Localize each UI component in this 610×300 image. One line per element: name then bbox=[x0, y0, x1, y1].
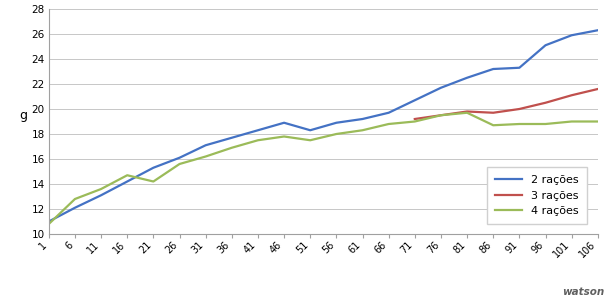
2 rações bbox=[202, 143, 209, 147]
Legend: 2 rações, 3 rações, 4 rações: 2 rações, 3 rações, 4 rações bbox=[487, 167, 587, 224]
3 rações bbox=[411, 117, 418, 121]
2 rações bbox=[411, 98, 418, 102]
4 rações bbox=[98, 187, 105, 191]
2 rações bbox=[281, 121, 288, 124]
Y-axis label: g: g bbox=[19, 109, 27, 122]
4 rações bbox=[385, 122, 392, 126]
4 rações bbox=[568, 120, 575, 123]
2 rações bbox=[568, 33, 575, 37]
2 rações bbox=[542, 44, 549, 47]
3 rações bbox=[568, 94, 575, 97]
4 rações bbox=[332, 132, 340, 136]
2 rações bbox=[45, 220, 52, 223]
4 rações bbox=[307, 138, 314, 142]
4 rações bbox=[45, 222, 52, 226]
2 rações bbox=[515, 66, 523, 70]
2 rações bbox=[176, 156, 183, 160]
4 rações bbox=[281, 135, 288, 138]
2 rações bbox=[464, 76, 471, 80]
2 rações bbox=[149, 166, 157, 169]
Line: 2 rações: 2 rações bbox=[49, 30, 598, 221]
2 rações bbox=[594, 28, 601, 32]
4 rações bbox=[71, 197, 79, 201]
Line: 3 rações: 3 rações bbox=[415, 89, 598, 119]
Text: watson: watson bbox=[562, 287, 604, 297]
4 rações bbox=[411, 120, 418, 123]
4 rações bbox=[542, 122, 549, 126]
2 rações bbox=[124, 180, 131, 183]
4 rações bbox=[228, 146, 235, 150]
2 rações bbox=[71, 206, 79, 209]
4 rações bbox=[202, 155, 209, 158]
4 rações bbox=[359, 128, 366, 132]
2 rações bbox=[385, 111, 392, 115]
3 rações bbox=[594, 87, 601, 91]
2 rações bbox=[307, 128, 314, 132]
4 rações bbox=[515, 122, 523, 126]
4 rações bbox=[124, 173, 131, 177]
3 rações bbox=[490, 111, 497, 115]
4 rações bbox=[464, 111, 471, 115]
3 rações bbox=[515, 107, 523, 111]
4 rações bbox=[437, 113, 445, 117]
4 rações bbox=[594, 120, 601, 123]
2 rações bbox=[254, 128, 262, 132]
Line: 4 rações: 4 rações bbox=[49, 113, 598, 224]
3 rações bbox=[464, 110, 471, 113]
2 rações bbox=[437, 86, 445, 89]
4 rações bbox=[149, 180, 157, 183]
4 rações bbox=[490, 124, 497, 127]
2 rações bbox=[490, 67, 497, 71]
3 rações bbox=[542, 101, 549, 104]
2 rações bbox=[228, 136, 235, 140]
4 rações bbox=[176, 162, 183, 166]
3 rações bbox=[437, 113, 445, 117]
2 rações bbox=[98, 194, 105, 197]
4 rações bbox=[254, 138, 262, 142]
2 rações bbox=[359, 117, 366, 121]
2 rações bbox=[332, 121, 340, 124]
